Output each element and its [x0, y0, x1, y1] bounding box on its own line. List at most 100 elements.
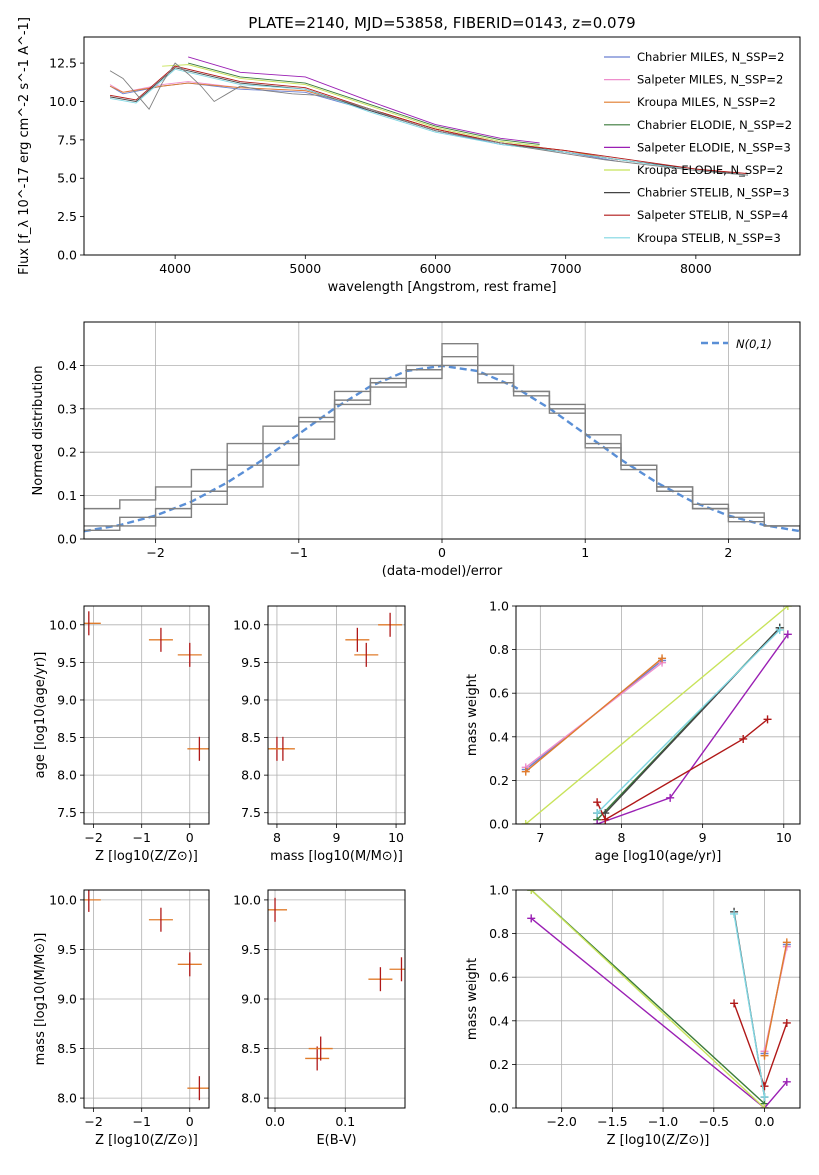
mass-vs-EBV-ytick-label: 9.5 [241, 942, 261, 957]
spectrum-series-line [109, 62, 748, 176]
age-vs-Z-axes: −2 −1 0 7.5 8.0 8.5 9.0 9.5 10.0 Z [log10(Z/Z⊙)] a… [33, 605, 210, 864]
spectrum-frame [83, 36, 801, 256]
age-vs-Z-ytick-label: 7.5 [57, 805, 77, 820]
mass-vs-EBV-xlabel: E(B-V) [316, 1133, 356, 1148]
mass-vs-Z-ytick-label: 8.0 [57, 1091, 77, 1106]
residuals-xtick-label: 1 [581, 545, 589, 560]
spectrum-legend-label: Chabrier MILES, N_SSP=2 [637, 50, 784, 64]
mass-vs-EBV-series-group [268, 897, 405, 1071]
massweight-vs-age-series-marker [593, 809, 602, 818]
mass-vs-Z-ytick-label: 8.5 [57, 1041, 77, 1056]
spectrum-xtick-label: 8000 [680, 261, 712, 276]
mass-vs-Z-xtick-label: −2 [84, 1114, 102, 1129]
spectrum-series-group [109, 56, 748, 176]
massweight-vs-Z-xtick-label: −0.5 [699, 1114, 729, 1129]
age-vs-mass-ytick-label: 8.5 [241, 730, 261, 745]
massweight-vs-Z-series-marker [730, 999, 739, 1008]
residuals-legend-label: N(0,1) [736, 337, 772, 351]
residuals-axes: −2 −1 0 1 2 0.0 0.1 0.2 0.3 0.4 (data-model)/error… [31, 321, 801, 579]
mass-vs-Z-ylabel: mass [log10(M/M⊙)] [33, 933, 48, 1066]
spectrum-ytick-label: 7.5 [57, 132, 77, 147]
age-vs-Z-ytick-label: 8.0 [57, 768, 77, 783]
age-vs-Z-ytick-label: 8.5 [57, 730, 77, 745]
residuals-series-group [84, 343, 800, 533]
massweight-vs-Z-axes: −2.0 −1.5 −1.0 −0.5 0.0 0.0 0.2 0.4 0.6 0.8 1.0 Z [… [465, 883, 801, 1148]
spectrum-series-line [162, 64, 540, 147]
massweight-vs-age-series-marker [601, 815, 610, 824]
massweight-vs-Z-xtick-label: −1.0 [648, 1114, 678, 1129]
mass-vs-Z-ytick-label: 9.0 [57, 992, 77, 1007]
spectrum-legend-label: Salpeter STELIB, N_SSP=4 [637, 208, 788, 222]
massweight-vs-age-ylabel: mass weight [465, 674, 480, 756]
massweight-vs-age-series-marker [666, 793, 675, 802]
age-vs-mass-series-group [268, 612, 403, 761]
massweight-vs-age-series-marker [593, 798, 602, 807]
massweight-vs-age-ytick-label: 0.4 [489, 729, 509, 744]
residuals-xtick-label: −2 [146, 545, 164, 560]
massweight-vs-age-series-marker [593, 820, 602, 824]
massweight-vs-age-frame [515, 605, 801, 825]
spectrum-series-line [188, 56, 540, 144]
massweight-vs-Z-ytick-label: 0.8 [489, 926, 509, 941]
residuals-ytick-label: 0.4 [57, 358, 77, 373]
spectrum-legend-label: Chabrier STELIB, N_SSP=3 [637, 186, 789, 200]
mass-vs-EBV-ytick-label: 9.0 [241, 992, 261, 1007]
mass-vs-EBV-ytick-label: 10.0 [233, 892, 261, 907]
massweight-vs-Z-series-marker [730, 909, 739, 918]
age-vs-Z-xtick-label: −1 [132, 830, 150, 845]
mass-vs-Z-xtick-label: −1 [132, 1114, 150, 1129]
massweight-vs-age-series-marker [658, 654, 667, 663]
residuals-xtick-label: 2 [724, 545, 732, 560]
age-vs-Z-ylabel: age [log10(age/yr)] [33, 652, 48, 779]
massweight-vs-age-series-marker [775, 625, 784, 634]
residuals-ytick-label: 0.0 [57, 532, 77, 547]
age-vs-mass-xtick-label: 9 [333, 830, 341, 845]
residuals-ytick-label: 0.3 [57, 401, 77, 416]
spectrum-xtick-label: 5000 [289, 261, 321, 276]
age-vs-mass-xtick-label: 8 [273, 830, 281, 845]
spectrum-legend-label: Salpeter MILES, N_SSP=2 [637, 73, 783, 87]
massweight-vs-Z-xtick-label: −2.0 [546, 1114, 576, 1129]
massweight-vs-age-ytick-label: 0.2 [489, 773, 509, 788]
massweight-vs-age-xtick-label: 10 [776, 830, 792, 845]
spectrum-ytick-label: 0.0 [57, 248, 77, 263]
mass-vs-Z-xlabel: Z [log10(Z/Z⊙)] [95, 1133, 198, 1148]
massweight-vs-Z-ytick-label: 0.4 [489, 1013, 509, 1028]
spectrum-series-line [109, 68, 748, 176]
age-vs-Z-frame [83, 605, 210, 825]
residuals-xtick-label: −1 [290, 545, 308, 560]
residuals-series-line [84, 356, 800, 532]
spectrum-series-line [188, 62, 540, 145]
massweight-vs-Z-series-marker [760, 1051, 769, 1060]
mass-vs-EBV-ytick-label: 8.5 [241, 1041, 261, 1056]
age-vs-Z-ytick-label: 10.0 [49, 617, 77, 632]
massweight-vs-Z-ytick-label: 0.0 [489, 1101, 509, 1116]
massweight-vs-Z-ylabel: mass weight [465, 958, 480, 1040]
massweight-vs-age-axes: 7 8 9 10 0.0 0.2 0.4 0.6 0.8 1.0 age [log10(age/yr… [465, 599, 801, 864]
massweight-vs-age-ytick-label: 0.0 [489, 817, 509, 832]
massweight-vs-age-series-marker [739, 734, 748, 743]
massweight-vs-age-series-group [521, 606, 792, 824]
spectrum-xlabel: wavelength [Angstrom, rest frame] [328, 280, 557, 295]
age-vs-mass-ytick-label: 7.5 [241, 805, 261, 820]
spectrum-series-line [109, 65, 748, 175]
figure-title: PLATE=2140, MJD=53858, FIBERID=0143, z=0… [248, 14, 635, 32]
spectrum-axes: 4000 5000 6000 7000 8000 0.0 2.5 5.0 7.5 10.0 12.5… [17, 17, 801, 295]
age-vs-mass-frame [267, 605, 406, 825]
mass-vs-EBV-ytick-label: 8.0 [241, 1091, 261, 1106]
residuals-xlabel: (data-model)/error [382, 564, 503, 579]
age-vs-Z-ytick-label: 9.5 [57, 655, 77, 670]
massweight-vs-Z-series-marker [760, 1104, 769, 1108]
residuals-ytick-label: 0.1 [57, 488, 77, 503]
massweight-vs-age-series-line [596, 633, 789, 824]
age-vs-Z-xtick-label: 0 [186, 830, 194, 845]
spectrum-ytick-label: 12.5 [49, 56, 77, 71]
massweight-vs-Z-series-line [530, 917, 788, 1108]
massweight-vs-age-ytick-label: 0.6 [489, 686, 509, 701]
massweight-vs-age-series-marker [783, 630, 792, 639]
age-vs-mass-ytick-label: 9.0 [241, 692, 261, 707]
massweight-vs-age-series-line [596, 718, 768, 821]
massweight-vs-age-series-marker [783, 606, 792, 610]
spectrum-legend-label: Kroupa STELIB, N_SSP=3 [637, 231, 781, 245]
